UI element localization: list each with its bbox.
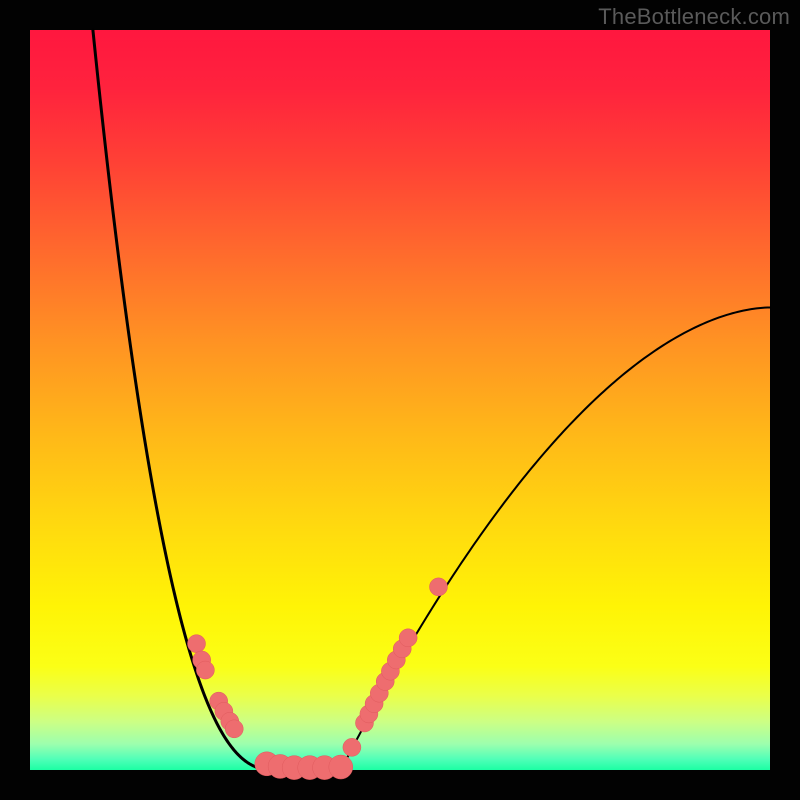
marker-dot xyxy=(343,738,361,756)
marker-dot xyxy=(429,578,447,596)
bottleneck-curve-chart xyxy=(0,0,800,800)
chart-container: TheBottleneck.com xyxy=(0,0,800,800)
marker-dot xyxy=(399,629,417,647)
marker-dot xyxy=(188,635,206,653)
marker-dot xyxy=(196,661,214,679)
watermark-text: TheBottleneck.com xyxy=(598,4,790,30)
marker-dot xyxy=(329,755,353,779)
marker-dot xyxy=(225,720,243,738)
